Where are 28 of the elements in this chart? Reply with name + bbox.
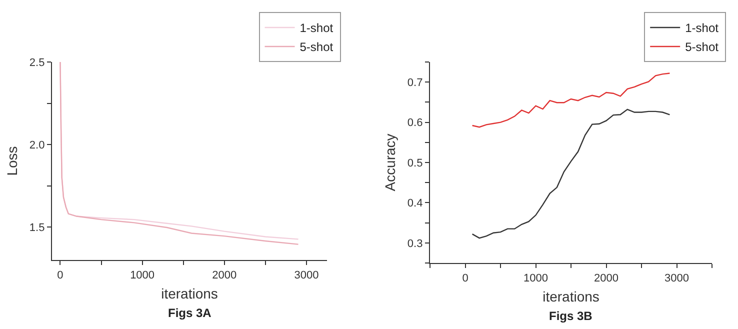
legend-label: 5-shot — [685, 40, 720, 54]
legend-label: 1-shot — [685, 21, 720, 36]
y-tick-label: 0.4 — [407, 198, 423, 210]
x-tick-label: 3000 — [294, 269, 319, 282]
y-tick-label: 2.0 — [29, 139, 45, 152]
x-tick-label: 3000 — [664, 272, 689, 284]
x-tick-label: 0 — [57, 269, 64, 282]
x-axis-title: iterations — [161, 286, 218, 302]
y-tick-label: 0.6 — [407, 117, 423, 130]
x-tick-label: 2000 — [212, 269, 237, 282]
line-series — [472, 108, 670, 239]
line-series — [472, 72, 670, 128]
y-axis-title: Accuracy — [382, 134, 398, 192]
x-tick-label: 1000 — [130, 269, 155, 282]
y-tick-label: 1.5 — [29, 222, 45, 234]
text: Figs 3A — [168, 306, 212, 320]
legend-label: 1-shot — [300, 21, 334, 36]
x-tick-label: 2000 — [594, 272, 618, 284]
x-tick-label: 1000 — [524, 272, 548, 284]
text: Figs 3B — [549, 309, 593, 323]
y-tick-label: 0.7 — [407, 76, 423, 89]
y-tick-label: 2.5 — [29, 56, 45, 69]
x-tick-label: 0 — [462, 272, 468, 284]
x-axis-title: iterations — [542, 288, 600, 305]
y-tick-label: 0.3 — [407, 238, 423, 250]
y-tick-label: 0.5 — [407, 157, 423, 170]
legend-label: 5-shot — [300, 40, 334, 54]
y-axis-title: Loss — [4, 146, 20, 176]
